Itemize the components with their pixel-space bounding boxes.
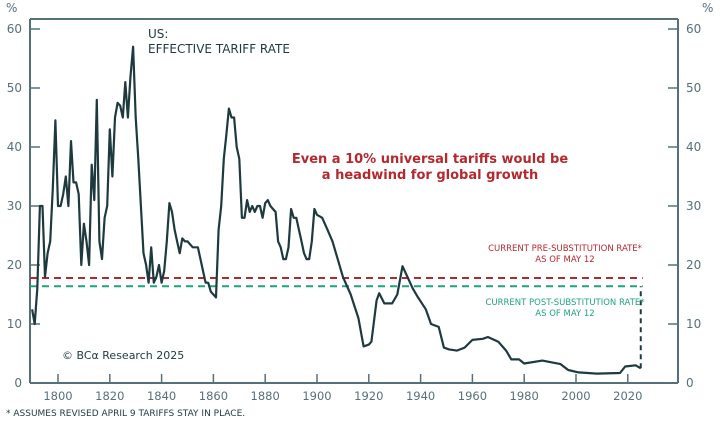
x-tick-label: 2000 <box>561 389 590 403</box>
y-tick-label-left: 20 <box>7 258 22 272</box>
y-tick-label-right: 10 <box>686 317 701 331</box>
annotation-line1: Even a 10% universal tariffs would be <box>292 152 568 167</box>
pre-substitution-date: AS OF MAY 12 <box>535 255 594 265</box>
x-tick-label: 1960 <box>458 389 487 403</box>
y-tick-label-right: 40 <box>686 140 701 154</box>
y-tick-label-right: 0 <box>686 376 694 390</box>
x-tick-label: 2020 <box>613 389 642 403</box>
y-tick-label-left: 30 <box>7 199 22 213</box>
watermark-logo: © BCα Research 2025 <box>62 349 184 362</box>
y-tick-label-left: 50 <box>7 81 22 95</box>
right-axis-unit: % <box>702 1 713 15</box>
post-substitution-date: AS OF MAY 12 <box>535 309 594 319</box>
y-tick-label-left: 60 <box>7 22 22 36</box>
annotation-line2: a headwind for global growth <box>322 168 538 183</box>
y-tick-label-right: 50 <box>686 81 701 95</box>
x-tick-label: 1860 <box>199 389 228 403</box>
footnote: * ASSUMES REVISED APRIL 9 TARIFFS STAY I… <box>6 409 245 419</box>
x-tick-label: 1840 <box>147 389 176 403</box>
x-tick-label: 1980 <box>510 389 539 403</box>
y-tick-label-right: 20 <box>686 258 701 272</box>
x-tick-label: 1880 <box>251 389 280 403</box>
left-axis-unit: % <box>6 1 17 15</box>
series-line-effective-tariff-rate <box>31 45 642 375</box>
x-tick-label: 1800 <box>43 389 72 403</box>
y-tick-label-left: 10 <box>7 317 22 331</box>
x-tick-label: 1900 <box>302 389 331 403</box>
x-tick-label: 1820 <box>95 389 124 403</box>
x-tick-label: 1920 <box>354 389 383 403</box>
post-substitution-label: CURRENT POST-SUBSTITUTION RATE* <box>485 298 644 308</box>
chart-title: US: <box>148 27 168 41</box>
x-tick-label: 1940 <box>406 389 435 403</box>
reference-lines <box>30 276 643 288</box>
y-tick-label-right: 30 <box>686 199 701 213</box>
axes <box>29 18 679 384</box>
y-tick-label-left: 40 <box>7 140 22 154</box>
y-tick-label-right: 60 <box>686 22 701 36</box>
y-tick-label-left: 0 <box>14 376 22 390</box>
pre-substitution-label: CURRENT PRE-SUBSTITUTION RATE* <box>488 244 642 254</box>
chart-subtitle: EFFECTIVE TARIFF RATE <box>148 42 290 56</box>
